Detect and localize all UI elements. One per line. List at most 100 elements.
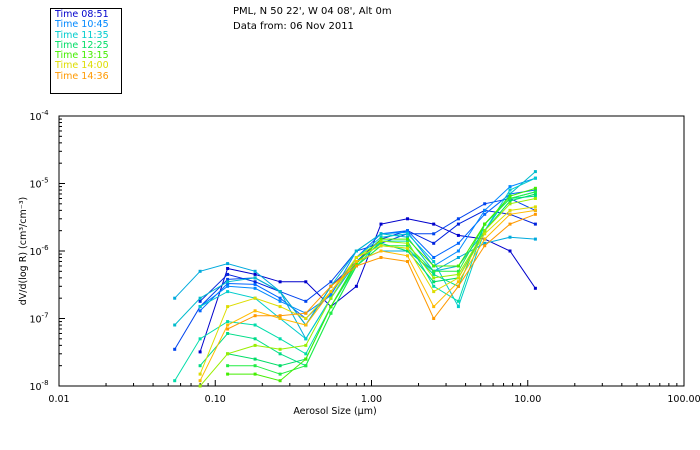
data-point: [406, 232, 409, 236]
data-point: [354, 249, 358, 253]
data-point: [329, 293, 333, 297]
data-point: [226, 290, 230, 294]
series-time-11-20: [173, 170, 537, 327]
data-point: [198, 337, 202, 341]
data-point: [406, 241, 409, 245]
data-point: [278, 314, 282, 318]
data-point: [456, 305, 460, 309]
series-line: [227, 213, 536, 330]
data-point: [379, 244, 383, 248]
data-point: [253, 372, 257, 376]
data-point: [253, 323, 257, 327]
data-point: [533, 222, 537, 226]
data-point: [432, 305, 436, 309]
data-point: [329, 290, 333, 294]
data-point: [253, 296, 257, 300]
data-point: [456, 241, 460, 245]
data-point: [253, 337, 257, 341]
data-point: [483, 229, 487, 233]
data-point: [278, 296, 282, 300]
data-point: [533, 192, 537, 196]
data-point: [253, 286, 257, 290]
data-point: [406, 260, 409, 263]
data-point: [379, 222, 383, 226]
data-point: [329, 280, 333, 284]
data-point: [406, 239, 409, 243]
data-point: [226, 272, 230, 276]
data-point: [508, 222, 512, 226]
data-point: [354, 262, 358, 266]
data-point: [432, 264, 436, 268]
data-point: [456, 276, 460, 280]
series-layer: [173, 170, 537, 388]
series-time-14-00: [198, 205, 537, 376]
data-point: [483, 222, 487, 226]
data-point: [379, 232, 383, 236]
data-point: [456, 299, 460, 303]
data-point: [278, 299, 282, 303]
data-point: [406, 217, 409, 221]
series-line: [199, 189, 536, 320]
data-point: [253, 276, 257, 280]
data-point: [508, 249, 512, 253]
data-point: [432, 290, 436, 294]
x-tick-label: 0.10: [205, 394, 226, 405]
data-point: [198, 364, 202, 368]
data-point: [483, 208, 487, 212]
data-point: [226, 332, 230, 335]
data-point: [226, 327, 230, 331]
data-point: [198, 379, 202, 383]
data-point: [173, 296, 177, 300]
data-point: [432, 317, 436, 320]
data-point: [483, 237, 487, 241]
data-point: [173, 347, 177, 351]
data-point: [198, 296, 202, 300]
data-point: [226, 267, 230, 270]
data-point: [533, 197, 537, 200]
data-point: [456, 264, 460, 268]
data-point: [253, 309, 257, 313]
y-tick-label: 10-4: [29, 109, 49, 123]
data-point: [406, 246, 409, 250]
legend: Time 08:51 Time 10:45 Time 11:35 Time 12:25…: [50, 8, 122, 94]
data-point: [508, 197, 512, 200]
data-point: [508, 208, 512, 212]
x-tick-label: 0.01: [48, 394, 69, 405]
data-point: [173, 379, 177, 383]
y-axis-label: dV/d(log R) (cm³/cm⁻³): [18, 197, 29, 306]
data-point: [508, 199, 512, 203]
legend-entry: Time 12:25: [55, 39, 109, 51]
y-axis: 10-8 10-7 10-6 10-5 10-4: [29, 109, 65, 393]
data-point: [304, 280, 308, 284]
data-point: [329, 296, 333, 300]
data-point: [483, 244, 487, 248]
data-point: [406, 230, 409, 234]
data-point: [198, 299, 202, 303]
data-point: [304, 337, 308, 341]
data-date-header: Data from: 06 Nov 2011: [233, 21, 354, 32]
data-point: [226, 282, 230, 285]
data-point: [354, 256, 358, 259]
data-point: [508, 235, 512, 239]
data-point: [226, 352, 230, 356]
data-point: [253, 280, 257, 284]
data-point: [432, 276, 436, 280]
data-point: [304, 311, 308, 315]
data-point: [432, 256, 436, 259]
data-point: [329, 284, 333, 288]
data-point: [533, 205, 537, 209]
data-point: [329, 305, 333, 309]
series-line: [227, 187, 536, 382]
data-point: [253, 343, 257, 347]
data-point: [508, 194, 512, 198]
data-point: [456, 249, 460, 253]
data-point: [198, 372, 202, 376]
data-point: [508, 185, 512, 189]
data-point: [483, 232, 487, 236]
data-point: [226, 262, 230, 266]
data-point: [278, 372, 282, 376]
data-point: [379, 239, 383, 243]
legend-entry: Time 14:00: [55, 60, 109, 72]
y-tick-label: 10-8: [29, 379, 48, 393]
